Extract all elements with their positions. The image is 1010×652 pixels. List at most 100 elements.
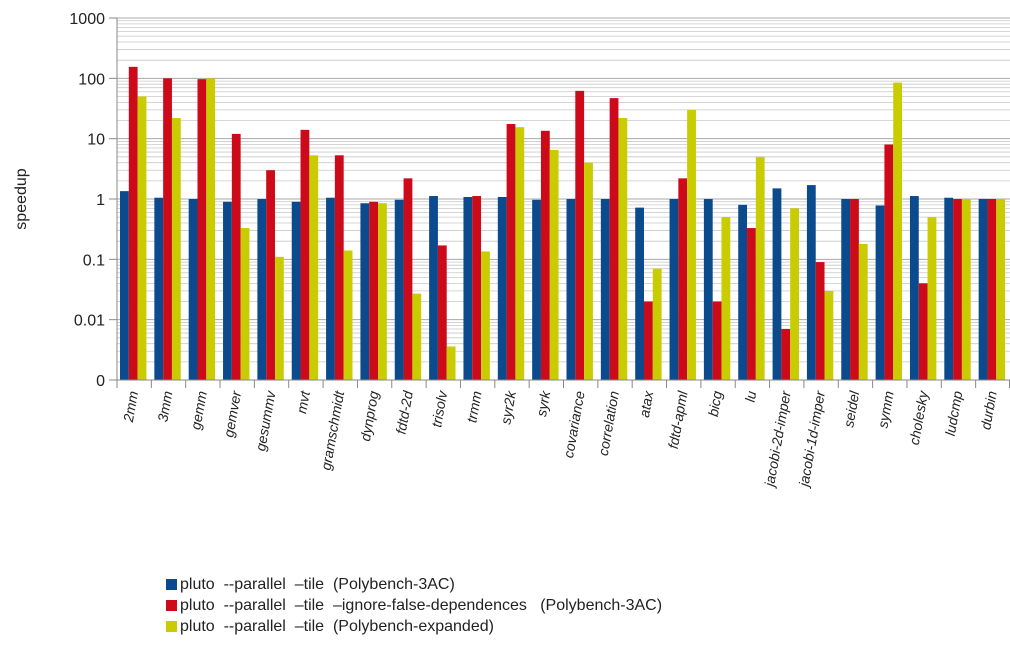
bar <box>978 199 988 380</box>
bar <box>128 66 138 381</box>
bar <box>532 199 541 380</box>
bar <box>378 203 387 380</box>
y-tick-label: 1 <box>96 192 105 209</box>
category-label: gemver <box>220 388 244 438</box>
bar <box>944 197 954 380</box>
bar <box>755 156 765 380</box>
bar <box>815 262 825 380</box>
bar <box>154 197 164 380</box>
bar <box>197 79 207 380</box>
bar <box>721 217 731 380</box>
bar <box>678 178 688 380</box>
bar <box>497 196 507 380</box>
bar <box>918 283 928 380</box>
category-label: covariance <box>560 390 588 460</box>
bar <box>927 217 937 380</box>
y-tick-label: 0.01 <box>74 313 105 330</box>
bar <box>120 191 129 380</box>
bar <box>652 268 662 380</box>
bar <box>609 98 619 380</box>
category-label: syrk <box>533 389 553 418</box>
bar <box>643 301 653 380</box>
bar <box>961 199 971 380</box>
category-label: fdtd-2d <box>393 389 417 436</box>
category-label: 2mm <box>120 389 141 424</box>
category-label: gemm <box>187 389 210 430</box>
bar <box>334 155 344 380</box>
category-label: symm <box>875 389 897 429</box>
bar <box>987 199 997 380</box>
bar <box>781 329 791 380</box>
legend: pluto --parallel –tile (Polybench-3AC) p… <box>166 574 662 637</box>
category-label: durbin <box>977 390 1000 431</box>
bar <box>343 250 353 380</box>
bar <box>257 199 267 380</box>
bar <box>584 162 593 380</box>
bar <box>909 196 919 380</box>
bar <box>266 170 275 380</box>
legend-swatch <box>166 579 177 590</box>
bar <box>326 197 335 380</box>
bar <box>850 199 859 380</box>
bar <box>223 201 232 380</box>
legend-swatch <box>166 621 177 632</box>
category-label: jacobi-2d-imper <box>761 388 794 489</box>
bar <box>231 133 241 380</box>
bar <box>446 346 456 380</box>
category-label: gesummv <box>252 389 278 453</box>
bar <box>309 155 319 380</box>
bar <box>463 196 473 380</box>
category-label: syr2k <box>497 389 519 426</box>
bar <box>437 245 447 380</box>
y-tick-label: 100 <box>78 71 105 88</box>
bar <box>703 199 713 380</box>
bar <box>274 256 284 380</box>
legend-swatch <box>166 600 177 611</box>
bar <box>738 204 748 380</box>
bar <box>137 96 147 380</box>
category-label: dynprog <box>357 390 382 443</box>
bar <box>412 293 422 380</box>
bar <box>540 130 550 380</box>
category-label: fdtd-apml <box>665 389 691 450</box>
bar <box>712 301 722 380</box>
bar <box>772 188 782 380</box>
bar <box>893 82 903 380</box>
bar <box>394 199 404 380</box>
legend-label: pluto --parallel –tile (Polybench-expand… <box>180 617 494 635</box>
bar <box>824 290 834 380</box>
bar <box>549 149 559 380</box>
bar <box>884 144 894 380</box>
bar <box>600 199 610 380</box>
bar <box>472 196 482 380</box>
bar <box>566 199 576 380</box>
category-label: seidel <box>840 389 862 429</box>
category-label: mvt <box>293 389 313 415</box>
legend-label: pluto --parallel –tile (Polybench-3AC) <box>180 575 455 593</box>
category-label: correlation <box>595 390 622 457</box>
bar <box>790 208 799 380</box>
chart-canvas: 0 0.01 0.1 1 10 100 1000 speedup 2mm 3mm gemm gemve… <box>13 11 1010 490</box>
legend-item: pluto --parallel –tile (Polybench-expand… <box>166 616 662 637</box>
bar <box>841 199 851 380</box>
y-tick-label: 0.1 <box>83 252 105 269</box>
bar <box>515 127 525 380</box>
category-label: ludcmp <box>942 390 966 437</box>
bar <box>996 199 1006 380</box>
bar <box>669 199 679 380</box>
bar <box>858 243 868 380</box>
bar <box>163 78 172 380</box>
category-label: atax <box>636 389 657 419</box>
y-tick-label: 1000 <box>69 11 105 28</box>
bar <box>429 196 438 380</box>
bar <box>360 203 370 380</box>
bar <box>806 185 816 380</box>
bar <box>747 228 756 380</box>
bar <box>206 78 216 380</box>
bar <box>618 118 628 380</box>
legend-label: pluto --parallel –tile –ignore-false-dep… <box>180 596 663 614</box>
category-label: gramschmidt <box>318 389 348 472</box>
bar <box>300 129 310 380</box>
bar <box>481 251 490 380</box>
bar <box>369 201 379 380</box>
